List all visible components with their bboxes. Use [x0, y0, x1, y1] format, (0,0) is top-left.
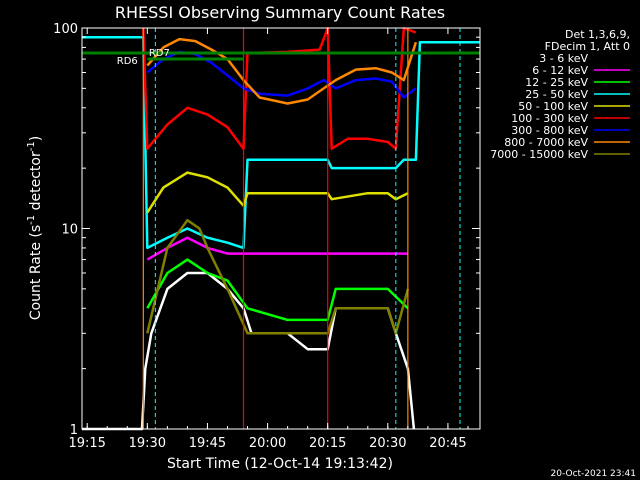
legend-header: Det 1,3,6,9, [565, 28, 630, 41]
plot-data-layer [82, 26, 480, 431]
annotation-label: RD6 [117, 56, 138, 67]
series-line [146, 171, 409, 214]
legend-entry-label: 6 - 12 keV [532, 64, 588, 77]
series-line [146, 258, 409, 322]
x-tick-label: 20:30 [369, 436, 406, 451]
series-line [146, 218, 410, 335]
y-tick-label: 1 [70, 423, 78, 438]
x-tick-label: 19:45 [189, 436, 226, 451]
legend-entry-label: 3 - 6 keV [539, 52, 588, 65]
legend-entry-label: 50 - 100 keV [518, 100, 588, 113]
legend-entry-label: 12 - 25 keV [525, 76, 588, 89]
x-axis-label: Start Time (12-Oct-14 19:13:42) [167, 456, 393, 472]
y-axis-label-exp2: -1 [26, 141, 37, 151]
series-line [146, 236, 408, 261]
x-tick-label: 20:45 [429, 436, 466, 451]
y-axis-label-mid: detector [28, 151, 44, 215]
series-line [146, 37, 418, 105]
x-tick-label: 20:00 [249, 436, 286, 451]
y-tick-label: 100 [53, 22, 78, 37]
series-line [82, 35, 480, 250]
y-axis-label-exp1: -1 [26, 215, 37, 225]
legend-entry-label: 100 - 300 keV [511, 112, 588, 125]
legend-entry-label: 7000 - 15000 keV [490, 148, 588, 161]
legend-entry-label: 300 - 800 keV [511, 124, 588, 137]
x-tick-label: 19:15 [68, 436, 105, 451]
legend-entry-label: 25 - 50 keV [525, 88, 588, 101]
annotation-label: RD7 [149, 48, 170, 59]
axes-layer: 19:15 19:30 19:45 20:00 20:15 20:30 20:45 1 10 10… [53, 22, 480, 451]
x-tick-label: 19:30 [129, 436, 166, 451]
y-axis-label-base: Count Rate (s [28, 225, 44, 320]
legend-entry-label: 800 - 7000 keV [504, 136, 588, 149]
y-axis-label: Count Rate (s-1 detector-1) [26, 136, 44, 320]
y-axis-label-end: ) [28, 136, 44, 141]
timestamp: 20-Oct-2021 23:41 [551, 469, 636, 479]
x-tick-label: 20:15 [309, 436, 346, 451]
y-tick-label: 10 [61, 223, 78, 238]
legend-header: FDecim 1, Att 0 [545, 40, 630, 53]
chart-title: RHESSI Observing Summary Count Rates [115, 3, 445, 22]
series-line [142, 26, 417, 150]
